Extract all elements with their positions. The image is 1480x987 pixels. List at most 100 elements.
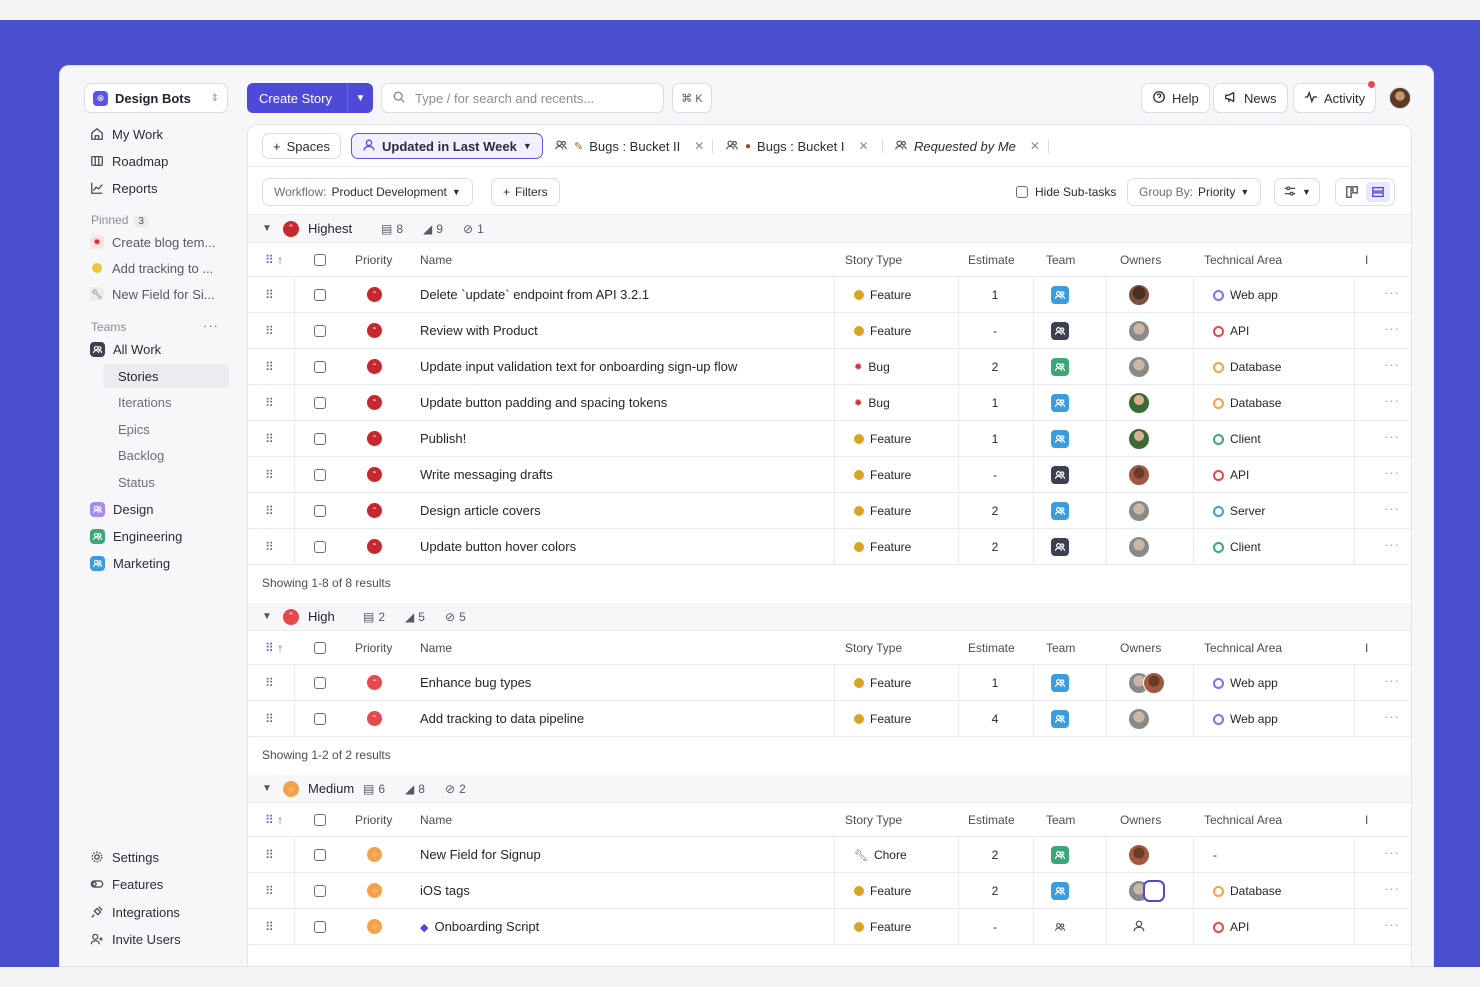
column-header[interactable]: Priority	[355, 641, 393, 655]
priority-icon[interactable]: ○	[367, 883, 382, 898]
technical-area[interactable]: Database	[1213, 360, 1281, 374]
technical-area[interactable]: Web app	[1213, 288, 1278, 302]
row-checkbox[interactable]	[314, 505, 326, 517]
estimate[interactable]: -	[993, 468, 997, 482]
technical-area[interactable]: -	[1213, 848, 1217, 862]
story-name[interactable]: iOS tags	[420, 883, 470, 898]
nav-my-work[interactable]: My Work	[90, 123, 163, 145]
group-header-high[interactable]: ▼ ⌃ High ▤ 2 ◢ 5 ⊘ 5	[248, 603, 1411, 631]
technical-area[interactable]: Web app	[1213, 712, 1278, 726]
estimate[interactable]: -	[993, 324, 997, 338]
table-row[interactable]: ⠿ ⌃ Publish! Feature 1 Client ···	[248, 421, 1411, 457]
team-icon[interactable]	[1051, 394, 1069, 412]
table-row[interactable]: ⠿ ⌃ Write messaging drafts Feature - API ···	[248, 457, 1411, 493]
column-header[interactable]: Name	[420, 253, 453, 267]
sub-item-stories[interactable]: Stories	[103, 364, 229, 388]
nav-reports[interactable]: Reports	[90, 177, 158, 199]
story-name[interactable]: Delete `update` endpoint from API 3.2.1	[420, 287, 649, 302]
nav-features[interactable]: Features	[90, 873, 163, 895]
team-engineering[interactable]: Engineering	[90, 525, 182, 547]
estimate[interactable]: 2	[991, 360, 999, 374]
more-icon[interactable]: ···	[1384, 285, 1400, 300]
column-header[interactable]: Technical Area	[1204, 641, 1283, 655]
estimate[interactable]: 1	[991, 288, 999, 302]
teams-more-icon[interactable]: ···	[203, 318, 219, 333]
priority-icon[interactable]: ⌃	[367, 539, 382, 554]
group-by-select[interactable]: Group By: Priority ▼	[1127, 178, 1262, 206]
nav-settings[interactable]: Settings	[90, 846, 159, 868]
select-all-checkbox[interactable]	[314, 254, 326, 266]
team-all-work[interactable]: All Work	[90, 338, 161, 360]
story-type[interactable]: Feature	[854, 288, 911, 302]
group-header-medium[interactable]: ▼ ○ Medium ▤ 6 ◢ 8 ⊘ 2	[248, 775, 1411, 803]
search-input[interactable]	[415, 90, 625, 106]
team-icon[interactable]	[1051, 710, 1069, 728]
owners[interactable]	[1128, 320, 1150, 342]
more-icon[interactable]: ···	[1384, 357, 1400, 372]
close-icon[interactable]: ✕	[1029, 139, 1040, 153]
story-name[interactable]: Publish!	[420, 431, 466, 446]
table-row[interactable]: ⠿ ⌃ Update button padding and spacing toke…	[248, 385, 1411, 421]
story-name[interactable]: Design article covers	[420, 503, 541, 518]
table-row[interactable]: ⠿ ⌃ Update input validation text for onboa…	[248, 349, 1411, 385]
list-view-icon[interactable]	[1366, 182, 1390, 202]
pinned-item[interactable]: Add tracking to ...	[90, 257, 213, 279]
row-checkbox[interactable]	[314, 541, 326, 553]
story-name[interactable]: Update button hover colors	[420, 539, 576, 554]
tab-requested-by-me[interactable]: Requested by Me ✕	[884, 133, 1050, 159]
column-header[interactable]: Estimate	[968, 641, 1015, 655]
owners[interactable]	[1128, 916, 1146, 936]
column-header[interactable]: I	[1365, 253, 1369, 267]
nav-roadmap[interactable]: Roadmap	[90, 150, 168, 172]
more-icon[interactable]: ···	[1384, 673, 1400, 688]
column-header[interactable]: Name	[420, 813, 453, 827]
team-marketing[interactable]: Marketing	[90, 552, 170, 574]
story-name[interactable]: New Field for Signup	[420, 847, 541, 862]
story-name[interactable]: Add tracking to data pipeline	[420, 711, 584, 726]
sub-item-iterations[interactable]: Iterations	[118, 394, 172, 410]
priority-icon[interactable]: ⌃	[367, 323, 382, 338]
drag-handle-icon[interactable]: ⠿	[265, 504, 274, 518]
column-header[interactable]: Team	[1046, 253, 1076, 267]
board-view-icon[interactable]	[1340, 182, 1364, 202]
pinned-item[interactable]: ✹ Create blog tem...	[90, 231, 215, 253]
table-row[interactable]: ⠿ ○ New Field for Signup 🔧︎ Chore 2 - ···	[248, 837, 1411, 873]
owners[interactable]	[1128, 356, 1150, 378]
estimate[interactable]: 1	[991, 396, 999, 410]
column-header[interactable]: I	[1365, 641, 1369, 655]
priority-icon[interactable]: ○	[367, 847, 382, 862]
sub-item-status[interactable]: Status	[118, 474, 155, 490]
technical-area[interactable]: API	[1213, 920, 1249, 934]
sort-up-icon[interactable]: ⠿ ↑	[265, 253, 284, 267]
owners[interactable]	[1128, 464, 1150, 486]
drag-handle-icon[interactable]: ⠿	[265, 396, 274, 410]
table-row[interactable]: ⠿ ⌃ Review with Product Feature - API ···	[248, 313, 1411, 349]
column-header[interactable]: Story Type	[845, 813, 903, 827]
priority-icon[interactable]: ⌃	[367, 467, 382, 482]
priority-icon[interactable]: ⌃	[367, 711, 382, 726]
column-header[interactable]: Technical Area	[1204, 253, 1283, 267]
hide-subtasks-toggle[interactable]: Hide Sub-tasks	[1016, 185, 1116, 199]
close-icon[interactable]: ✕	[858, 139, 869, 153]
row-checkbox[interactable]	[314, 433, 326, 445]
row-checkbox[interactable]	[314, 713, 326, 725]
more-icon[interactable]: ···	[1384, 501, 1400, 516]
nav-integrations[interactable]: Integrations	[90, 901, 180, 923]
team-icon[interactable]	[1051, 846, 1069, 864]
workspace-selector[interactable]: ⊗ Design Bots ⇕	[84, 83, 228, 113]
priority-icon[interactable]: ○	[367, 919, 382, 934]
owners[interactable]	[1128, 500, 1150, 522]
user-avatar[interactable]	[1389, 87, 1411, 109]
more-icon[interactable]: ···	[1384, 429, 1400, 444]
priority-icon[interactable]: ⌃	[367, 359, 382, 374]
priority-icon[interactable]: ⌃	[367, 431, 382, 446]
hide-subtasks-checkbox[interactable]	[1016, 186, 1028, 198]
column-header[interactable]: Name	[420, 641, 453, 655]
estimate[interactable]: -	[993, 920, 997, 934]
story-type[interactable]: Feature	[854, 324, 911, 338]
table-row[interactable]: ⠿ ○ ◆ Onboarding Script Feature - API ···	[248, 909, 1411, 945]
owners[interactable]	[1128, 536, 1150, 558]
chevron-down-icon[interactable]: ▼	[347, 83, 373, 113]
table-row[interactable]: ⠿ ⌃ Enhance bug types Feature 1 Web app ···	[248, 665, 1411, 701]
technical-area[interactable]: API	[1213, 324, 1249, 338]
